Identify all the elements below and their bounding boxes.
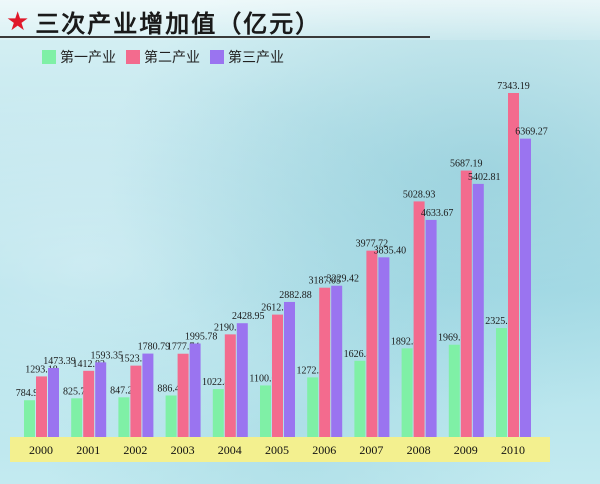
bar-tertiary-2007 [378,257,390,437]
x-axis-band [10,437,550,462]
legend-swatch-tertiary [210,50,224,64]
bar-primary-2009 [448,344,460,437]
red-star-icon: ★ [6,6,30,37]
x-tick-label-2006: 2006 [312,443,336,457]
data-label-secondary-2009: 5687.19 [450,159,483,170]
bar-tertiary-2000 [48,367,59,437]
legend-item-tertiary: 第三产业 [210,47,284,67]
bar-primary-2003 [165,395,177,437]
data-label-primary-2009: 1969.69 [438,333,471,344]
data-label-secondary-2004: 2190.54 [214,322,247,333]
data-label-secondary-2008: 5028.93 [403,189,436,200]
bar-secondary-2002 [130,365,142,437]
legend-item-secondary: 第二产业 [126,47,200,67]
x-tick-label-2003: 2003 [171,443,195,457]
bar-primary-2001 [71,398,83,437]
data-label-tertiary-2003: 1995.78 [185,332,218,343]
data-label-primary-2005: 1100.65 [249,373,281,384]
bar-secondary-2003 [177,353,189,437]
data-label-tertiary-2004: 2428.95 [232,311,265,322]
legend-label-primary: 第一产业 [60,50,116,66]
bar-primary-2002 [118,397,130,437]
bar-primary-2005 [260,385,271,437]
data-label-primary-2004: 1022.45 [202,377,235,388]
legend-label-tertiary: 第三产业 [228,50,284,66]
header-band [0,0,600,40]
x-tick-label-2005: 2005 [265,443,289,457]
data-label-primary-2007: 1626.48 [344,349,377,360]
bar-tertiary-2008 [425,219,437,437]
bar-primary-2010 [496,328,507,437]
data-label-primary-2006: 1272.20 [296,365,329,376]
x-tick-label-2009: 2009 [454,443,478,457]
title-row: ★ 三次产业增加值（亿元） [6,4,321,39]
bar-primary-2000 [24,400,35,437]
data-label-secondary-2000: 1293.18 [25,364,58,375]
data-label-tertiary-2002: 1780.79 [138,342,171,353]
x-tick-label-2000: 2000 [29,443,53,457]
bar-secondary-2005 [272,314,283,437]
bar-tertiary-2010 [520,138,531,437]
legend-label-secondary: 第二产业 [144,50,200,66]
bar-tertiary-2009 [472,183,484,437]
data-label-tertiary-2000: 1473.39 [43,356,76,367]
data-label-primary-2010: 2325.50 [485,316,518,327]
data-label-primary-2001: 825.73 [63,386,91,397]
bar-secondary-2000 [36,376,47,437]
bar-secondary-2001 [83,370,95,437]
bar-tertiary-2002 [142,353,154,437]
bar-tertiary-2004 [236,323,248,437]
title-underline [0,36,430,38]
x-tick-label-2001: 2001 [76,443,100,457]
data-label-primary-2002: 847.25 [110,385,138,396]
legend-item-primary: 第一产业 [42,47,116,67]
data-label-secondary-2007: 3977.72 [356,239,389,250]
bar-secondary-2006 [319,287,331,437]
bar-secondary-2004 [224,334,236,437]
data-label-tertiary-2008: 4633.67 [421,208,454,219]
data-label-primary-2008: 1892.40 [391,336,424,347]
data-label-secondary-2010: 7343.19 [497,81,530,92]
bar-tertiary-2001 [95,362,107,437]
data-label-secondary-2005: 2612.57 [261,303,294,314]
bar-secondary-2007 [366,250,378,437]
data-label-tertiary-2006: 3229.42 [326,274,359,285]
data-label-tertiary-2005: 2882.88 [279,290,312,301]
bar-primary-2006 [307,377,319,437]
data-label-primary-2003: 886.47 [157,383,185,394]
chart-title: 三次产业增加值（亿元） [35,10,322,38]
legend: 第一产业 第二产业 第三产业 [42,47,284,67]
data-label-primary-2000: 784.92 [16,388,44,399]
data-label-secondary-2001: 1412.82 [72,359,105,370]
data-label-tertiary-2010: 6369.27 [515,127,548,138]
x-tick-label-2008: 2008 [407,443,431,457]
x-tick-label-2002: 2002 [123,443,147,457]
bar-primary-2004 [212,389,224,437]
bar-secondary-2008 [413,201,425,437]
x-tick-label-2010: 2010 [501,443,525,457]
data-label-tertiary-2009: 5402.81 [468,172,501,183]
legend-swatch-secondary [126,50,140,64]
bar-tertiary-2005 [284,301,295,437]
data-label-secondary-2006: 3187.05 [308,276,341,287]
bar-primary-2007 [354,360,366,437]
legend-swatch-primary [42,50,56,64]
bar-primary-2008 [401,348,413,437]
data-label-tertiary-2007: 3835.40 [374,245,407,256]
data-label-secondary-2003: 1777.74 [167,342,200,353]
data-label-secondary-2002: 1523.50 [120,354,153,365]
x-tick-label-2004: 2004 [218,443,242,457]
x-tick-label-2007: 2007 [359,443,383,457]
bar-secondary-2009 [460,170,472,437]
bar-tertiary-2006 [331,285,343,437]
bar-secondary-2010 [508,93,519,437]
bar-tertiary-2003 [189,343,201,437]
data-label-tertiary-2001: 1593.35 [90,350,123,361]
